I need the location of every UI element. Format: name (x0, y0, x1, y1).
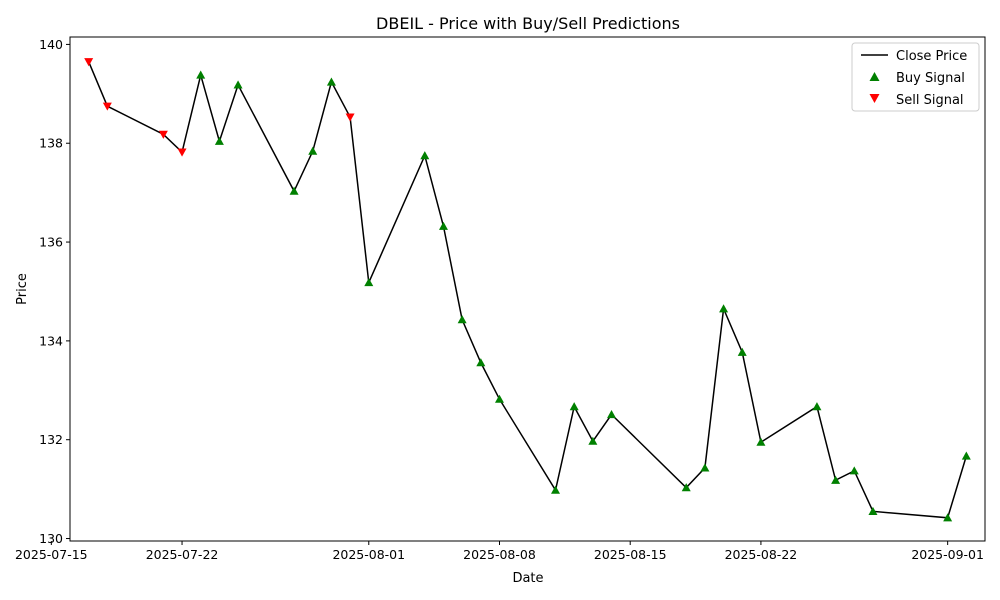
y-axis-label: Price (15, 273, 30, 305)
buy-signal-marker (551, 485, 561, 494)
buy-signal-marker (364, 278, 374, 287)
buy-signal-marker (588, 436, 598, 445)
buy-signal-marker (700, 463, 710, 472)
y-tick-label: 138 (39, 136, 63, 151)
buy-signal-marker (831, 475, 841, 484)
buy-signal-marker (420, 151, 430, 160)
plot-frame (69, 36, 986, 542)
sell-signal-marker (102, 102, 112, 111)
buy-signal-marker (569, 402, 579, 411)
buy-signal-marker (868, 506, 878, 515)
sell-signal-marker (84, 58, 94, 67)
y-tick-label: 132 (39, 432, 63, 447)
buy-signal-marker (961, 451, 971, 460)
buy-signal-marker (326, 77, 336, 86)
x-tick-label: 2025-08-08 (463, 547, 536, 562)
legend-sell-signal-label: Sell Signal (896, 93, 964, 108)
x-axis-label: Date (512, 571, 543, 586)
legend-box (851, 42, 980, 112)
buy-signal-marker (849, 466, 859, 475)
close-price-line (87, 61, 968, 519)
buy-signal-marker (308, 146, 318, 155)
sell-signal-marker (177, 148, 187, 157)
y-axis: 130 132 134 136 138 140 (39, 37, 70, 546)
y-tick-label: 130 (39, 531, 63, 546)
legend-buy-signal-marker (869, 72, 880, 81)
buy-signal-marker (214, 136, 224, 145)
buy-signal-marker (476, 358, 486, 367)
x-tick-label: 2025-07-22 (146, 547, 219, 562)
y-tick-label: 134 (39, 333, 63, 348)
buy-signal-marker (438, 221, 448, 230)
x-tick-label: 2025-08-15 (594, 547, 667, 562)
buy-signal-marker (681, 483, 691, 492)
buy-signal-marker (812, 402, 822, 411)
x-tick-label: 2025-07-15 (15, 547, 88, 562)
chart-title: DBEIL - Price with Buy/Sell Predictions (376, 14, 680, 33)
buy-signal-marker (607, 410, 617, 419)
y-tick-label: 140 (39, 37, 63, 52)
legend-close-price-label: Close Price (896, 49, 967, 64)
legend: Close Price Buy Signal Sell Signal (851, 42, 980, 112)
buy-signal-marker (494, 394, 504, 403)
x-axis: 2025-07-15 2025-07-22 2025-08-01 2025-08-08… (15, 541, 984, 562)
buy-signal-marker (756, 437, 766, 446)
sell-signal-marker (345, 113, 355, 122)
buy-signal-marker (737, 347, 747, 356)
x-tick-label: 2025-08-01 (332, 547, 405, 562)
buy-signal-marker (233, 80, 243, 89)
legend-sell-signal-marker (869, 94, 880, 103)
y-tick-label: 136 (39, 235, 63, 250)
buy-signal-marker (196, 70, 206, 79)
buy-signal-marker (457, 315, 467, 324)
buy-signal-marker (943, 513, 953, 522)
legend-buy-signal-label: Buy Signal (896, 71, 965, 86)
signal-markers (84, 58, 971, 522)
sell-signal-marker (158, 130, 168, 139)
buy-signal-marker (719, 304, 729, 313)
buy-signal-marker (289, 186, 299, 195)
x-tick-label: 2025-08-22 (725, 547, 798, 562)
x-tick-label: 2025-09-01 (911, 547, 984, 562)
